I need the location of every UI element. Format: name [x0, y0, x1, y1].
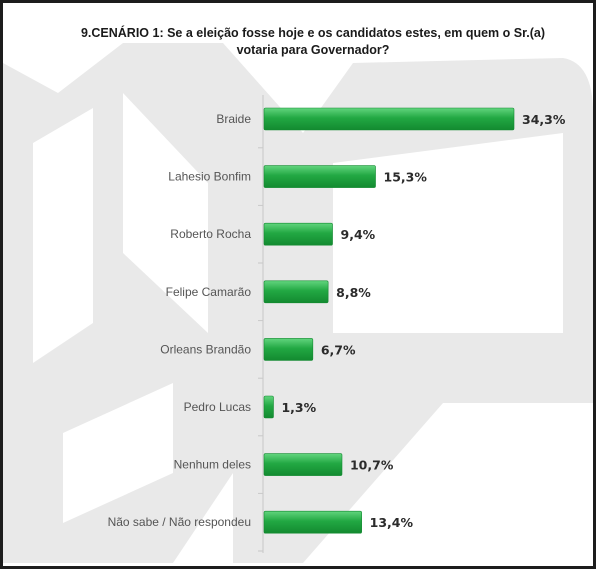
- bar: [263, 107, 515, 131]
- bar: [263, 510, 362, 534]
- bar: [263, 395, 274, 419]
- data-label: 9,4%: [341, 227, 376, 242]
- chart-title-line-2: votaria para Governador?: [236, 43, 390, 57]
- category-label: Pedro Lucas: [184, 400, 251, 414]
- category-label: Orleans Brandão: [160, 342, 251, 356]
- chart-frame: 9.CENÁRIO 1: Se a eleição fosse hoje e o…: [0, 0, 596, 569]
- data-label: 8,8%: [336, 285, 371, 300]
- bar: [263, 222, 333, 246]
- bar: [263, 453, 343, 476]
- data-label: 34,3%: [522, 112, 566, 127]
- data-label: 1,3%: [281, 400, 316, 415]
- data-label: 15,3%: [384, 170, 428, 185]
- category-label: Lahesio Bonfim: [168, 170, 251, 184]
- chart-title: 9.CENÁRIO 1: Se a eleição fosse hoje e o…: [43, 25, 583, 59]
- bar: [263, 280, 329, 304]
- data-label: 6,7%: [321, 342, 356, 357]
- data-label: 10,7%: [350, 458, 394, 473]
- data-label: 13,4%: [370, 515, 414, 530]
- bar: [263, 338, 314, 361]
- category-label: Felipe Camarão: [166, 285, 252, 299]
- category-label: Braide: [216, 112, 251, 126]
- category-label: Não sabe / Não respondeu: [108, 515, 251, 529]
- chart-title-line-1: 9.CENÁRIO 1: Se a eleição fosse hoje e o…: [80, 26, 546, 40]
- category-label: Nenhum deles: [174, 458, 251, 472]
- bar: [263, 165, 376, 188]
- category-label: Roberto Rocha: [170, 227, 251, 241]
- bar-chart: Braide 34,3% Lahesio Bonfim 15,3% Roberto Ro…: [108, 95, 566, 553]
